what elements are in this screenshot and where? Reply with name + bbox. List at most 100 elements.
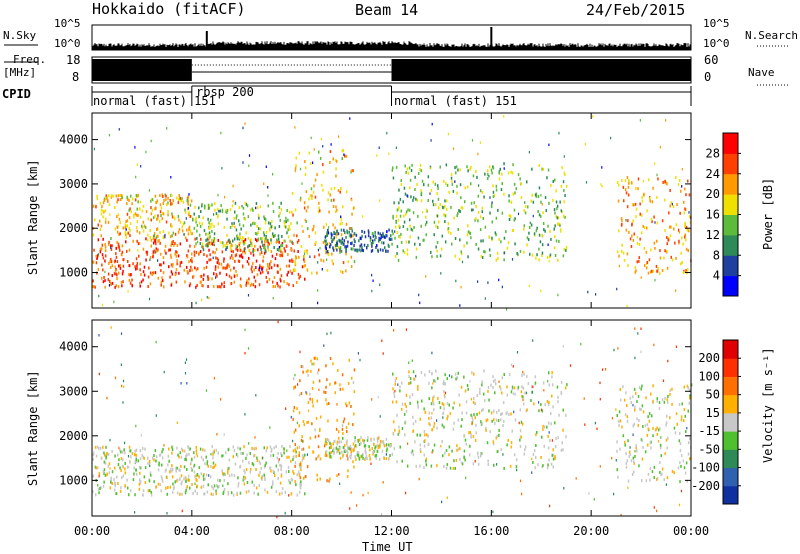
data-cell xyxy=(303,206,306,210)
data-cell xyxy=(92,490,94,494)
data-cell xyxy=(353,412,355,416)
data-cell xyxy=(361,246,363,250)
data-cell xyxy=(688,211,690,214)
data-cell xyxy=(135,459,137,463)
data-cell xyxy=(516,351,519,354)
data-cell xyxy=(412,422,415,426)
data-cell xyxy=(257,206,259,210)
data-cell xyxy=(391,168,394,172)
data-cell xyxy=(562,254,565,258)
data-cell xyxy=(349,454,351,458)
velocity-colorbar-ticklabel: 100 xyxy=(698,369,720,383)
data-cell xyxy=(183,233,185,236)
data-cell xyxy=(513,218,515,222)
data-cell xyxy=(309,436,312,440)
data-cell xyxy=(180,482,183,486)
data-cell xyxy=(289,210,291,214)
data-cell xyxy=(523,372,525,376)
data-cell xyxy=(475,217,477,221)
data-cell xyxy=(149,258,151,262)
data-cell xyxy=(218,262,220,266)
data-cell xyxy=(127,486,129,490)
data-cell xyxy=(267,238,269,242)
data-cell xyxy=(166,476,168,480)
data-cell xyxy=(649,197,651,200)
data-cell xyxy=(328,402,330,405)
data-cell xyxy=(223,225,226,229)
data-cell xyxy=(105,456,107,460)
data-cell xyxy=(557,216,560,220)
data-cell xyxy=(465,411,468,415)
data-cell xyxy=(624,413,627,417)
data-cell xyxy=(261,237,264,241)
data-cell xyxy=(208,474,210,477)
data-cell xyxy=(257,492,259,496)
data-cell xyxy=(405,210,408,214)
data-cell xyxy=(307,401,310,405)
data-cell xyxy=(477,280,479,283)
data-cell xyxy=(525,409,528,413)
data-cell xyxy=(636,235,638,239)
data-cell xyxy=(652,426,654,430)
data-cell xyxy=(467,224,469,228)
data-cell xyxy=(670,255,672,259)
data-cell xyxy=(348,358,350,362)
data-cell xyxy=(332,442,334,446)
data-cell xyxy=(471,371,473,375)
data-cell xyxy=(638,385,641,389)
data-cell xyxy=(263,465,266,469)
data-cell xyxy=(148,189,150,192)
data-cell xyxy=(251,270,253,274)
time-tick-label: 04:00 xyxy=(174,524,210,538)
data-cell xyxy=(558,413,560,417)
data-cell xyxy=(267,248,270,252)
data-cell xyxy=(346,454,348,458)
data-cell xyxy=(333,198,335,202)
data-cell xyxy=(466,384,469,387)
data-cell xyxy=(564,215,566,219)
data-cell xyxy=(395,225,397,229)
data-cell xyxy=(637,177,640,181)
data-cell xyxy=(184,361,186,364)
data-cell xyxy=(335,427,338,431)
data-cell xyxy=(325,223,328,227)
data-cell xyxy=(626,459,629,463)
data-cell xyxy=(417,405,419,409)
data-cell xyxy=(334,381,337,385)
data-cell xyxy=(420,169,423,173)
data-cell xyxy=(411,163,413,167)
data-cell xyxy=(644,264,646,268)
data-cell xyxy=(636,241,639,245)
data-cell xyxy=(122,264,125,268)
data-cell xyxy=(206,460,209,464)
data-cell xyxy=(498,237,500,241)
data-cell xyxy=(420,199,423,203)
data-cell xyxy=(664,249,666,253)
data-cell xyxy=(344,154,346,158)
data-cell xyxy=(172,199,174,203)
data-cell xyxy=(464,200,466,204)
data-cell xyxy=(295,450,297,454)
data-cell xyxy=(363,243,366,247)
data-cell xyxy=(217,485,219,489)
data-cell xyxy=(208,221,210,225)
data-cell xyxy=(264,245,266,249)
data-cell xyxy=(439,406,442,410)
data-cell xyxy=(394,230,396,233)
data-cell xyxy=(121,253,123,257)
data-cell xyxy=(380,234,383,237)
data-cell xyxy=(223,478,225,482)
data-cell xyxy=(335,210,337,214)
data-cell xyxy=(152,253,154,257)
data-cell xyxy=(431,451,433,454)
data-cell xyxy=(517,253,519,257)
data-cell xyxy=(151,273,153,277)
data-cell xyxy=(173,215,175,219)
data-cell xyxy=(310,369,312,373)
data-cell xyxy=(213,484,216,488)
data-cell xyxy=(659,446,662,450)
data-cell xyxy=(266,280,268,284)
data-cell xyxy=(640,387,642,391)
data-cell xyxy=(309,255,311,258)
cpid-segment-1: normal (fast) 151 xyxy=(93,94,216,108)
